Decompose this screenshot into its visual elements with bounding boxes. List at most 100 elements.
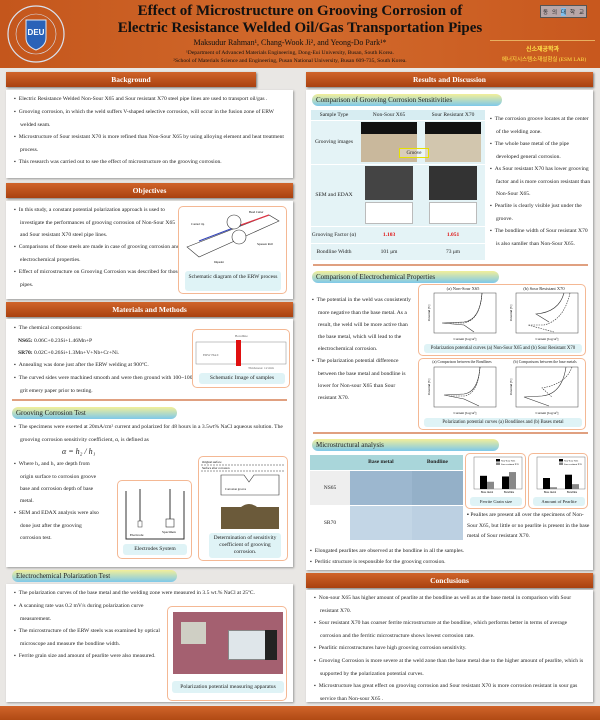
groove-image-ns65: Groove [361,122,429,162]
micrograph [350,505,412,541]
micrograph [411,505,463,541]
factor-ns65: 1.103 [357,226,421,244]
category-label: Bondline [504,491,515,494]
electrodes-caption: Electrodes System [123,544,187,555]
y-axis-label: Potential [V] [509,379,513,396]
edax-spectrum-ns65 [365,202,413,224]
objectives-item: Comparisons of those steels are made in … [12,241,182,266]
x-axis-label: Current [log/A²] [454,337,477,341]
category-label: Bondline [567,491,578,494]
legend-swatch [559,462,563,465]
methods-item: Annealing was done just after the ERW we… [12,359,197,372]
polar-item: The microstructure of the ERW steels was… [12,625,162,650]
grooving-comparison-heading: Comparison of Grooving Corrosion Sensiti… [312,94,502,106]
divider [490,40,595,41]
row-label: Grooving images [311,120,357,165]
methods-item: The specimens were exerted at 20mA/cm² c… [12,421,287,446]
svg-text:ERW HAZ: ERW HAZ [203,353,219,357]
plot-frame [536,456,586,490]
polar-item: Ferrite grain size and amount of pearlit… [12,650,162,663]
svg-text:Corrosion groove: Corrosion groove [225,487,247,491]
column-header: Sour Resistant X70 [421,110,485,121]
legend-label: Non-Sour X65 [501,459,516,462]
x-axis-label: Current [log/A²] [536,337,559,341]
affiliation-1: ¹Department of Advanced Materials Engine… [186,50,394,56]
ns65-label: NS65: [18,338,33,344]
erw-figure-caption: Schematic diagram of the ERW process [185,271,281,291]
electrode-cell-icon: Electrode Specimen [125,489,185,540]
background-item: Grooving corrosion, in which the weld su… [12,106,287,131]
conclusion-item: Grooving Corrosion is more severe at the… [312,655,587,680]
conclusion-item: Microstructure has great effect on groov… [312,680,587,705]
sensitivity-caption: Determination of sensitivity coefficient… [209,533,281,558]
methods-item: The curved sides were machined smooth an… [12,372,197,397]
conclusion-item: Non-sour X65 has higher amount of pearli… [312,592,587,617]
sample-caption: Schematic Image of samples [199,373,285,384]
finding-item: Perlitic structure is responsible for th… [308,557,588,568]
groove-label: Groove [399,148,429,158]
microstructure-table: Base metal Bondline NS65 SR70 [310,455,463,541]
x-axis-label: Current [log/A²] [454,411,477,415]
methods-item: SEM and EDAX analysis were also done jus… [12,507,102,544]
row-label: SEM and EDAX [311,164,357,227]
row-label: SR70 [310,505,350,541]
svg-text:Squeeze Roll: Squeeze Roll [257,242,273,246]
apparatus-photo [173,612,283,674]
category-label: Base metal [481,491,494,494]
finding-item: The polarization potential difference be… [310,355,415,404]
plot-frame [473,456,523,490]
erw-process-figure: Bead Cutter Contact tip Squeeze Roll Imp… [178,206,287,294]
title-line-2: Electric Resistance Welded Oil/Gas Trans… [117,20,483,36]
objectives-item: Effect of microstructure on Grooving Cor… [12,266,182,291]
ferrite-grain-chart: Base metal Bondline Non-Sour X65 Sour resis… [465,453,526,509]
sample-schematic-icon: Bondline ERW HAZ Thickness: 12 mm [195,334,287,370]
width-ns65: 101 μm [357,243,421,261]
row-label: NS65 [310,470,350,506]
conclusion-item: Sour resistant X70 has coarser ferrite m… [312,617,587,642]
bar-non-sour-x65 [502,476,509,489]
authors: Maksudur Rahman¹, Chang-Wook Ji², and Ye… [193,38,387,47]
bar-non-sour-x65 [543,478,550,489]
micrograph [411,470,463,506]
apparatus-figure: Polarization potential measuring apparat… [167,606,287,701]
polarization-caption-2: Polarization potential curves (a) Bondli… [424,418,582,427]
lab-name: 에너지시스템소재설험실 (ESM LAB) [501,57,587,63]
plot-title: (b) Sour Resistant X70 [523,286,565,291]
conclusion-item: Pearlitic microstructures have high groo… [312,642,587,655]
uni-char: 교 [578,9,585,16]
svg-text:Specimen: Specimen [162,530,176,534]
department: 신소재공학과 [525,47,560,53]
svg-text:DEU: DEU [28,28,45,37]
grooving-findings: The corrosion groove locates at the cent… [488,113,591,250]
legend-label: Sour resistant X70 [501,463,520,466]
legend-swatch [559,459,563,462]
methods-item: The chemical compositions: [12,322,197,335]
uni-char: 학 [569,9,576,16]
pearlite-caption: Amount of Pearlite [533,497,585,506]
apparatus-caption: Polarization potential measuring apparat… [172,681,284,693]
plot-title: (a) Non-Sour X65 [446,286,480,291]
footer-bar [0,706,600,720]
row-label: Grooving Factor (α) [311,226,357,244]
pearlite-chart: Base metal Bondline Non-Sour X65 Sour resis… [528,453,588,509]
bar-non-sour-x65 [480,475,487,489]
conclusions-heading: Conclusions [306,573,593,588]
uni-char: 동 [542,9,549,16]
university-name-box: 동 의 대 학 교 [540,5,587,18]
polarization-figure-1: (a) Non-Sour X65 (b) Sour Resistant X70 … [418,284,586,356]
ns65-composition: 0.06C+0.23Si+1.46Mn+P [34,338,93,344]
sample-schematic-figure: Bondline ERW HAZ Thickness: 12 mm Schema… [192,329,290,388]
category-label: Base metal [544,491,557,494]
plot-title: (b) Comparisons between the base metals [513,360,577,364]
legend-label: Sour resistant X70 [564,463,583,466]
micrograph [350,470,412,506]
polarization-plots-icon: Current [log/A²] Potential [V] Current [… [427,366,579,415]
uni-char: 대 [560,7,567,16]
results-heading: Results and Discussion [306,72,593,87]
pearlite-finding: ▪ Pealites are present all over the spec… [467,512,590,539]
plot-title: (a) Comparison between the Bondlines [432,360,492,364]
svg-text:Electrode: Electrode [130,533,144,537]
university-logo-icon: DEU [7,5,65,63]
